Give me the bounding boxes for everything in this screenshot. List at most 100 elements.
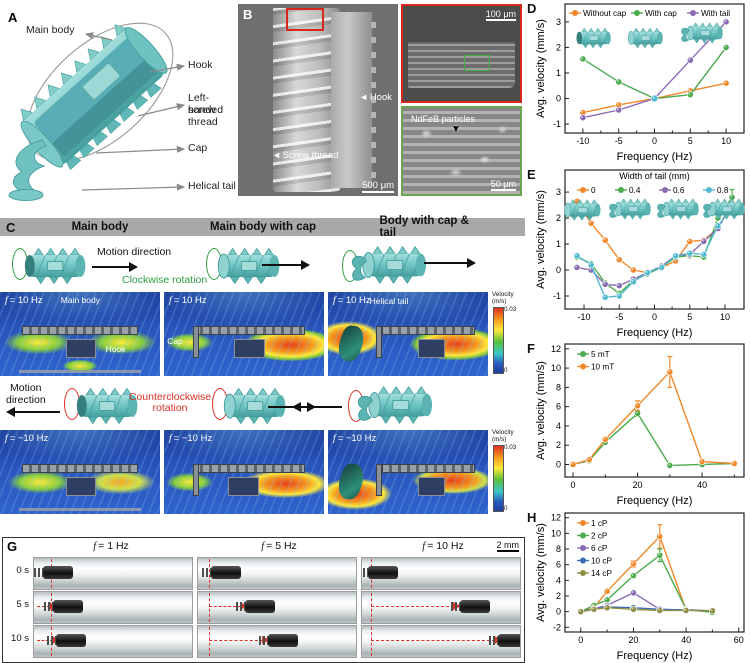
- motion-arrow-right: [424, 258, 476, 268]
- label-motion: Motion: [10, 382, 42, 394]
- svg-text:2: 2: [556, 42, 561, 52]
- body-cross-section: [22, 463, 138, 473]
- robot-capsule: [43, 600, 83, 614]
- robot-capsule: [34, 566, 74, 580]
- cap-cross-section: [376, 463, 382, 496]
- robot-icon-tail-08: [701, 195, 747, 223]
- label-screw-thread-1: Left-handed: [188, 92, 224, 116]
- svg-text:3: 3: [556, 187, 561, 197]
- robot-icon-tail-0: [561, 197, 603, 223]
- robot-icon-with-tail: [354, 382, 436, 428]
- g-col-title-10hz: f = 10 Hz: [422, 540, 464, 552]
- motion-arrow-left: [6, 407, 60, 417]
- svg-text:20: 20: [628, 635, 638, 645]
- cap-cross-section: [376, 325, 382, 358]
- svg-text:6 cP: 6 cP: [591, 544, 608, 553]
- label-cap: Cap: [188, 142, 208, 154]
- robot-icon-tail-04: [607, 195, 653, 223]
- svg-text:Frequency (Hz): Frequency (Hz): [617, 327, 693, 339]
- svg-text:12: 12: [551, 513, 561, 523]
- flow-label-cap: Cap: [167, 335, 183, 346]
- colorbar-gradient: [493, 307, 504, 374]
- svg-text:2: 2: [556, 440, 561, 450]
- chart-d-plot: -1 0 1 2 3 -10 -5 0 5 10 Frequency (Hz) Avg. veloci…: [535, 1, 750, 168]
- svg-text:-1: -1: [553, 119, 561, 129]
- scale-bar-2mm: 2 mm: [496, 540, 519, 552]
- label-motion-direction: Motion direction: [97, 246, 172, 258]
- hook-cross-section: [65, 477, 97, 496]
- photo-1hz-5s: [33, 591, 193, 624]
- hook-cross-section: [65, 339, 97, 358]
- cap-cross-section: [192, 325, 199, 358]
- svg-text:0: 0: [571, 480, 576, 490]
- red-roi-box: [286, 8, 324, 31]
- svg-text:12: 12: [551, 344, 561, 354]
- photo-5hz-0s: [197, 557, 357, 590]
- panel-a: A: [0, 0, 236, 205]
- velocity-colorbar: Velocity (m/s) 0.03 0: [492, 291, 517, 374]
- microrobot-3d-render: [8, 22, 186, 201]
- svg-text:2: 2: [556, 213, 561, 223]
- photo-1hz-10s: [33, 625, 193, 658]
- sem-inset-cap: 100 μm: [401, 4, 522, 103]
- hook-cross-section: [417, 477, 446, 496]
- panel-f-label: F: [527, 341, 535, 356]
- freq-label: f = −10 Hz: [169, 433, 213, 444]
- robot-capsule: [362, 566, 399, 580]
- photo-1hz-0s: [33, 557, 193, 590]
- panel-g: G f = 1 Hz f = 5 Hz f = 10 Hz 2 mm 0 s 5 s …: [2, 537, 525, 663]
- flow-row-positive: f = 10 Hz Main body Hook f = 10 Hz Cap f = …: [0, 291, 525, 376]
- displacement-arrow: [371, 636, 502, 645]
- robot-icon-tail-06: [655, 195, 701, 223]
- svg-text:With cap: With cap: [645, 9, 677, 18]
- robot-capsule: [258, 634, 298, 648]
- svg-text:20: 20: [633, 480, 643, 490]
- photo-10hz-5s: [361, 591, 521, 624]
- svg-text:-10: -10: [578, 312, 591, 322]
- sem-screw-thread-annotation: ◄ Screw thread: [272, 150, 339, 161]
- svg-text:Avg. velocity (mm/s): Avg. velocity (mm/s): [535, 190, 547, 289]
- freq-label: f = 10 Hz: [333, 295, 371, 306]
- svg-text:Frequency (Hz): Frequency (Hz): [617, 495, 693, 507]
- svg-text:1: 1: [556, 239, 561, 249]
- label-ndfeb: NdFeB particles: [411, 113, 476, 124]
- svg-text:5: 5: [688, 136, 693, 146]
- label-hook: Hook: [188, 59, 213, 71]
- sem-screw-body: [273, 7, 341, 193]
- colorbar-gradient: [493, 445, 504, 512]
- g-row-label-10s: 10 s: [11, 633, 29, 644]
- col-title-cap-tail: Body with cap & tail: [379, 215, 469, 239]
- svg-text:0.6: 0.6: [673, 186, 685, 195]
- svg-text:Frequency (Hz): Frequency (Hz): [617, 151, 693, 163]
- start-line: [209, 627, 211, 656]
- displacement-arrow: [371, 602, 461, 611]
- svg-text:-2: -2: [553, 622, 561, 632]
- panel-b-label: B: [243, 7, 253, 22]
- svg-text:2 cP: 2 cP: [591, 532, 608, 541]
- render-row-backward: Motion direction Counterclockwise rotatio…: [0, 378, 525, 430]
- displacement-arrow: [209, 636, 270, 645]
- col-title-with-cap: Main body with cap: [209, 221, 317, 233]
- svg-text:0: 0: [556, 459, 561, 469]
- motion-arrow-left: [292, 402, 342, 412]
- start-line: [209, 593, 211, 622]
- left-arrow-icon: ◄: [359, 92, 368, 102]
- svg-text:4: 4: [556, 421, 561, 431]
- sem-main-image: B ◄ Hook ◄ Screw thread 500 μm: [238, 4, 398, 196]
- photo-10hz-10s: [361, 625, 521, 658]
- svg-text:-5: -5: [615, 136, 623, 146]
- svg-text:8: 8: [556, 544, 561, 554]
- freq-label: f = −10 Hz: [333, 433, 377, 444]
- svg-text:10: 10: [721, 136, 731, 146]
- svg-text:Width of tail (mm): Width of tail (mm): [619, 171, 690, 181]
- g-col-title-5hz: f = 5 Hz: [261, 540, 297, 552]
- charts-column: D -1 0 1 2 3 -10 -5 0 5 10 Frequency (Hz) Avg. velo…: [527, 0, 750, 663]
- svg-text:0.8: 0.8: [717, 186, 729, 195]
- svg-text:0: 0: [652, 136, 657, 146]
- flow-label-helical-tail: Helical tail: [369, 296, 409, 307]
- label-screw-thread-2: screw thread: [188, 104, 218, 128]
- sem-inset-particles: NdFeB particles ▼ 50 μm: [401, 105, 522, 196]
- robot-icon-without-cap: [573, 25, 613, 51]
- photo-5hz-5s: [197, 591, 357, 624]
- flow-field-cap-tail-pos: f = 10 Hz Helical tail: [328, 292, 488, 376]
